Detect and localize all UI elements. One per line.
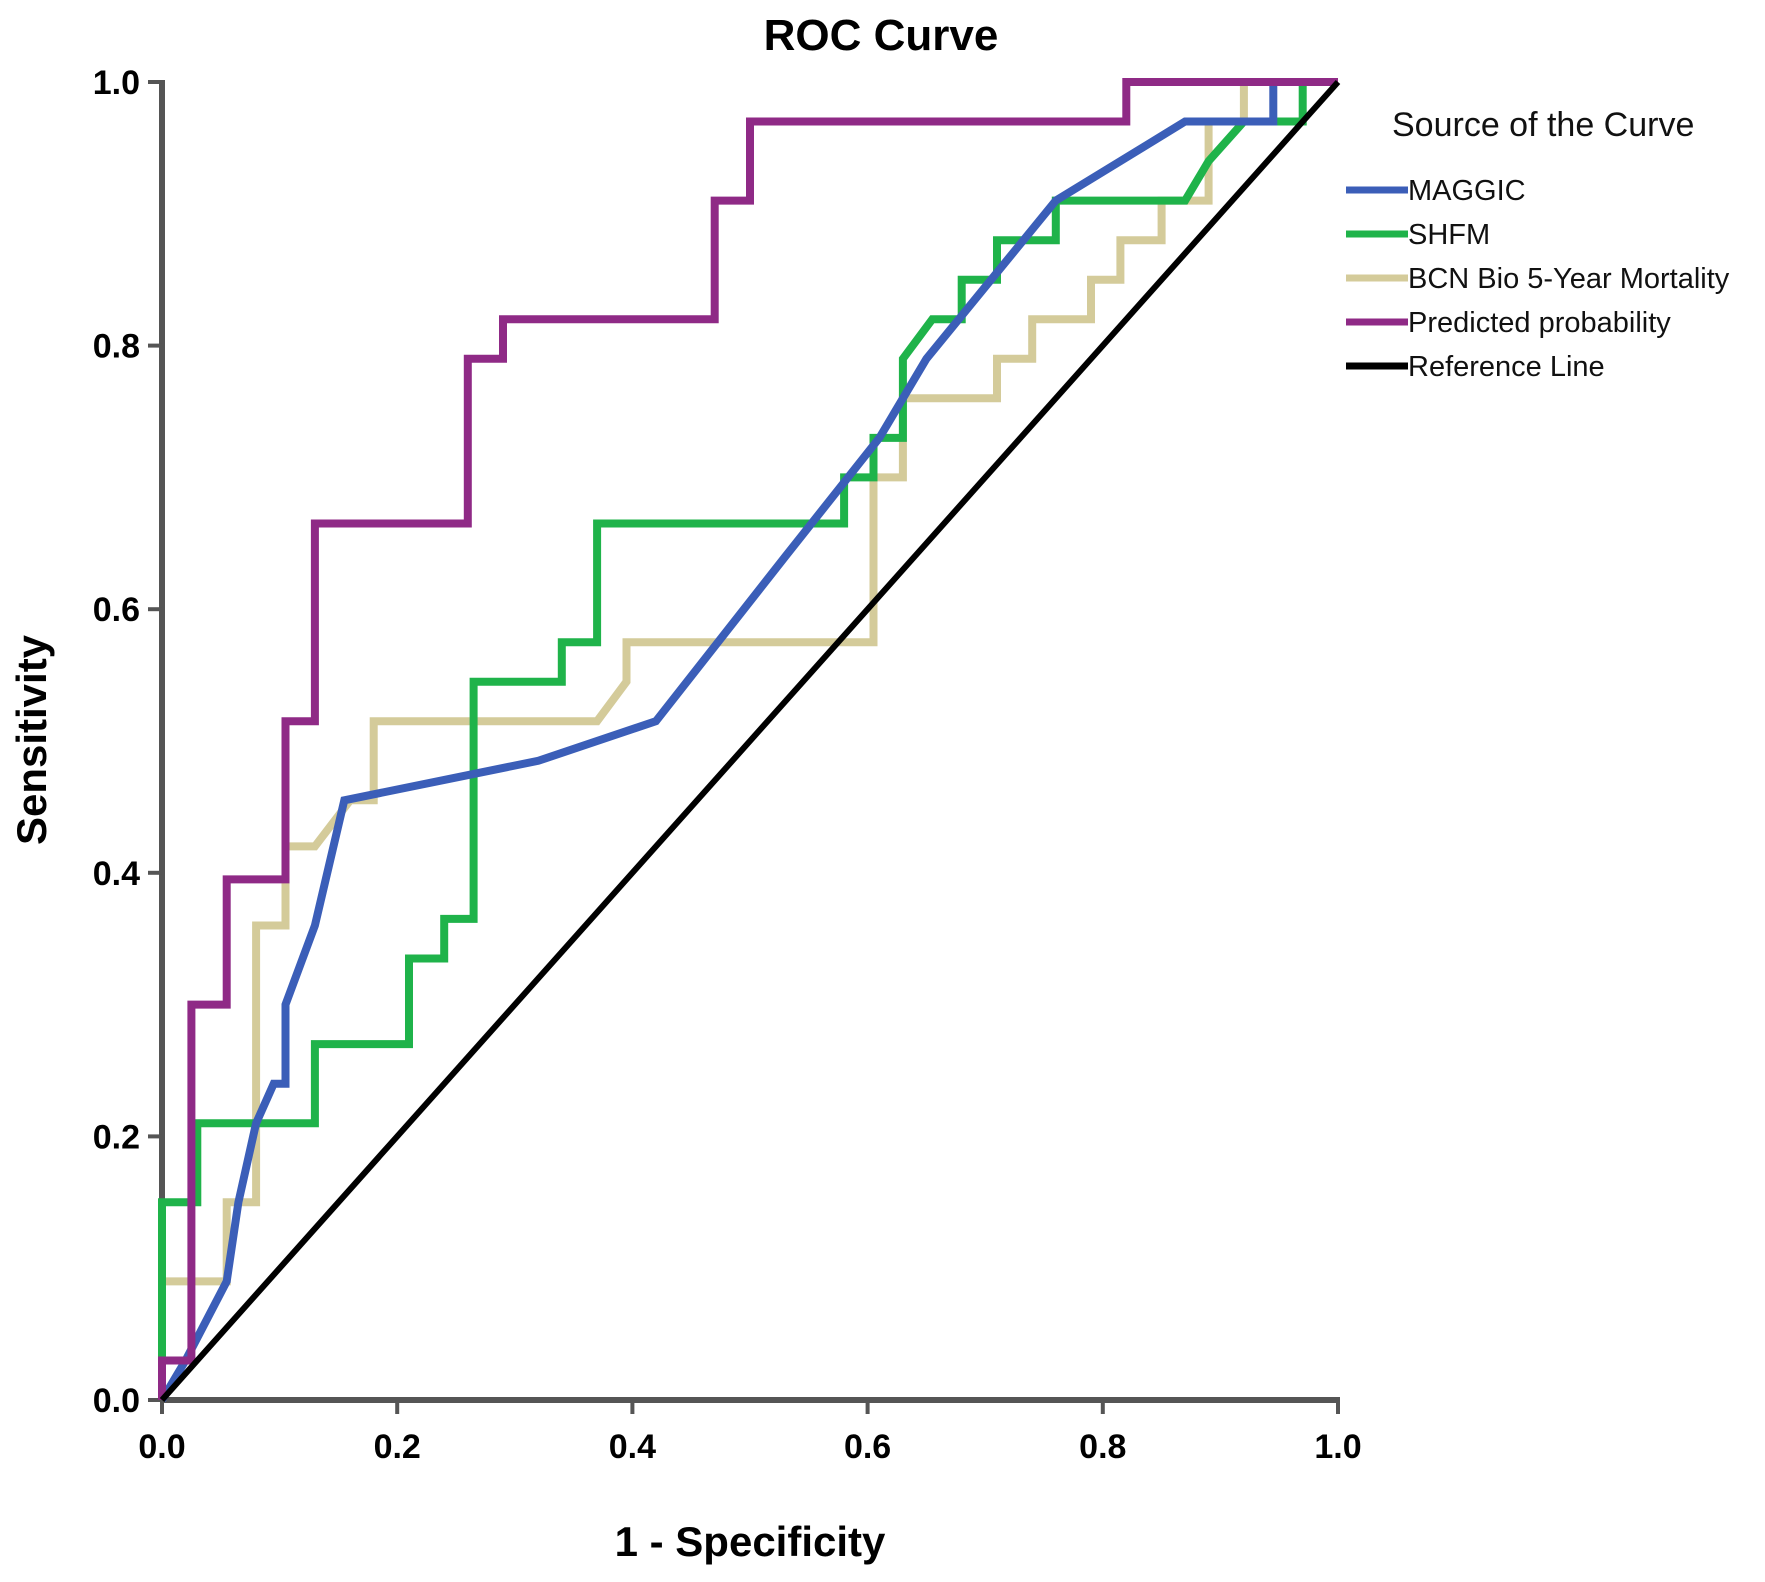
x-tick-label: 0.0	[138, 1428, 185, 1466]
y-tick-label: 0.0	[93, 1382, 140, 1420]
y-tick-label: 0.2	[93, 1118, 140, 1156]
y-tick-label: 0.4	[93, 855, 140, 893]
axes	[159, 80, 1340, 1403]
legend-label-shfm: SHFM	[1408, 219, 1490, 251]
series-line-predicted-probability	[158, 78, 1338, 1400]
x-axis-label: 1 - Specificity	[615, 1518, 886, 1565]
y-axis-label: Sensitivity	[8, 634, 55, 845]
legend-label-predicted-probability: Predicted probability	[1408, 307, 1671, 339]
x-tick-label: 0.4	[609, 1428, 656, 1466]
x-tick-label: 0.8	[1079, 1428, 1126, 1466]
y-tick-label: 0.6	[93, 591, 140, 629]
legend-title: Source of the Curve	[1392, 106, 1694, 144]
legend: Source of the Curve MAGGIC SHFM BCN Bio 5-…	[1346, 106, 1730, 383]
legend-label-maggic: MAGGIC	[1408, 175, 1526, 207]
legend-label-bcn-bio-5-year-mortality: BCN Bio 5-Year Mortality	[1408, 263, 1730, 295]
y-tick-label: 1.0	[93, 64, 140, 102]
series-line-reference-line	[159, 80, 1341, 1402]
chart-title: ROC Curve	[764, 11, 999, 60]
series-line-maggic	[158, 78, 1338, 1403]
x-tick-label: 0.6	[844, 1428, 891, 1466]
x-ticks: 0.0 0.2 0.4 0.6 0.8 1.0	[138, 1400, 1362, 1466]
y-tick-label: 0.8	[93, 328, 140, 366]
plot-area	[158, 78, 1341, 1403]
y-ticks: 0.0 0.2 0.4 0.6 0.8 1.0	[93, 64, 162, 1420]
legend-label-reference-line: Reference Line	[1408, 351, 1605, 383]
x-tick-label: 0.2	[374, 1428, 421, 1466]
x-tick-label: 1.0	[1314, 1428, 1361, 1466]
series-line-bcn-bio-5-year-mortality	[158, 78, 1338, 1400]
